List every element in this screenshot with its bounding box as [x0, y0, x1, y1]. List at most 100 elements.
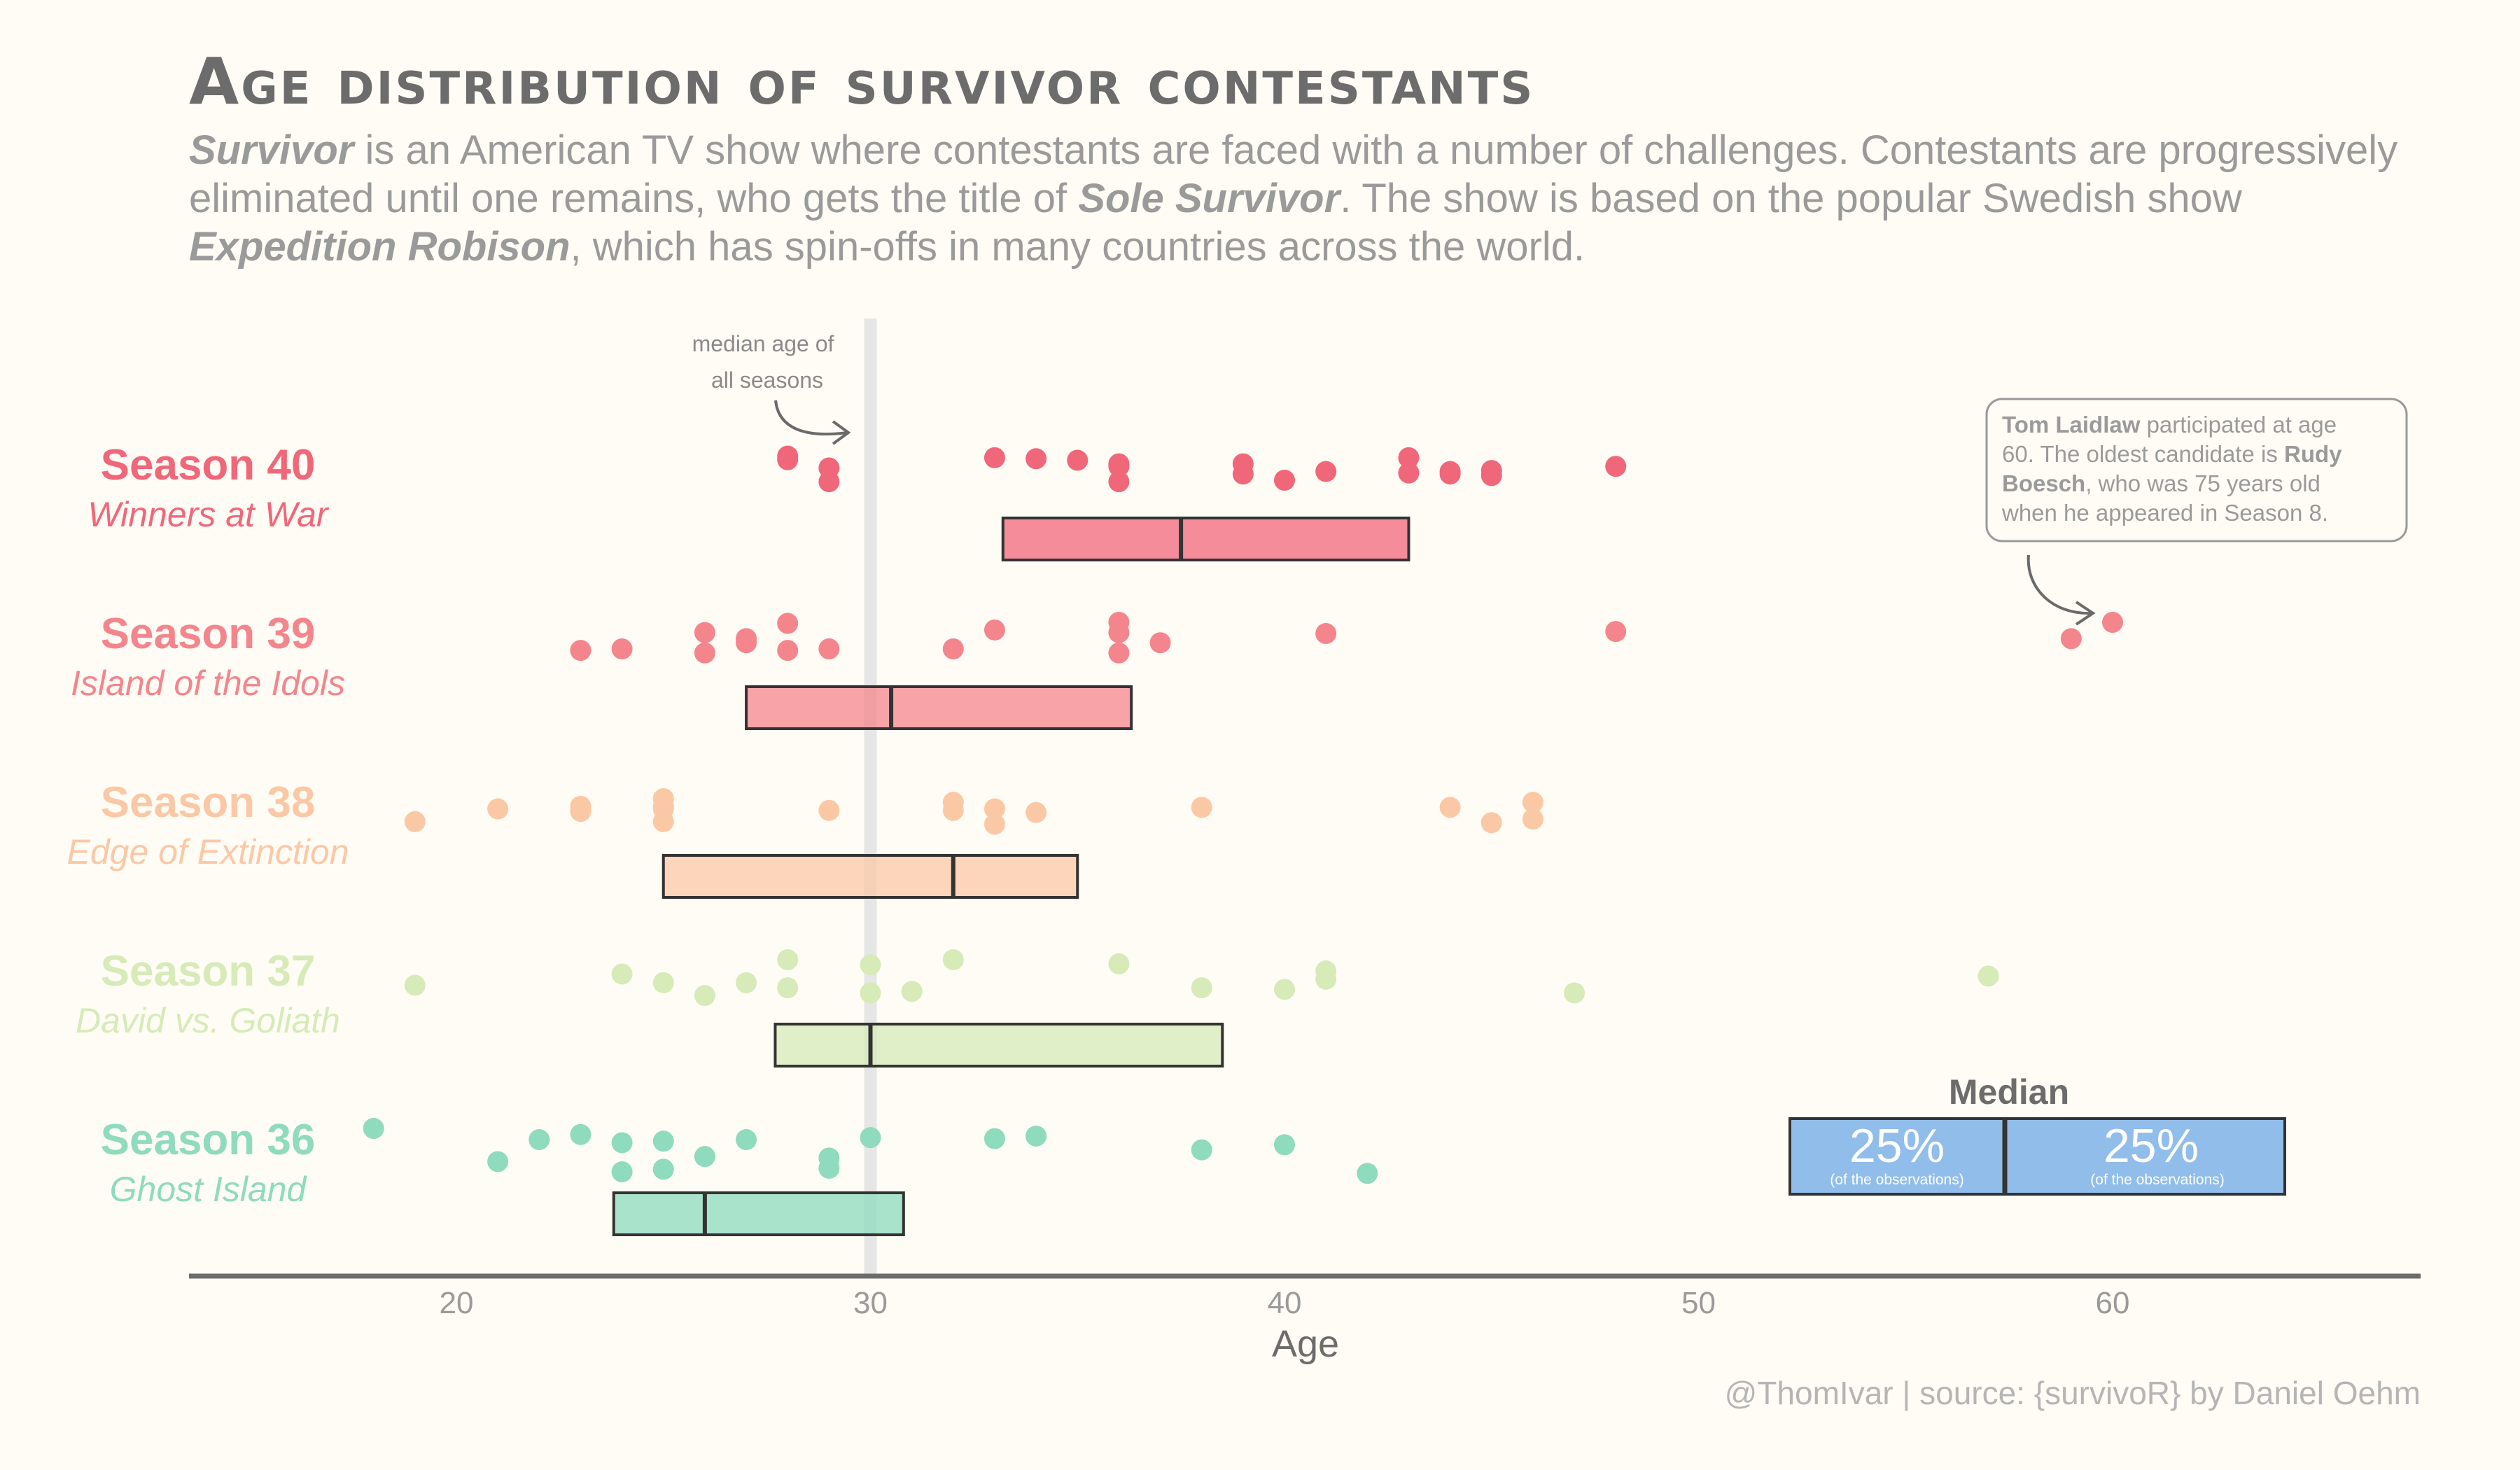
- data-point: [983, 798, 1005, 820]
- data-point: [1480, 465, 1502, 486]
- callout-line: when he appeared in Season 8.: [2001, 500, 2328, 526]
- data-point: [528, 1129, 550, 1151]
- callout-arrow: [2026, 554, 2092, 615]
- data-point: [1108, 622, 1130, 643]
- text-span: when he appeared in Season 8.: [2001, 500, 2328, 526]
- text-span: Tom Laidlaw: [2002, 412, 2141, 438]
- legend-right-subtext: (of the observations): [2090, 1172, 2224, 1188]
- data-point: [1026, 1125, 1047, 1147]
- median-legend: Median 25% 25% (of the observations) (of…: [1788, 1072, 2286, 1196]
- data-point: [1605, 456, 1627, 477]
- data-point: [1605, 621, 1627, 643]
- legend-right-percent: 25%: [2104, 1119, 2199, 1172]
- data-point: [611, 1161, 633, 1183]
- season-points: [404, 949, 1999, 1007]
- data-point: [942, 638, 964, 659]
- text-span: Rudy: [2284, 441, 2342, 467]
- data-point: [777, 977, 799, 999]
- legend-box: [1788, 1117, 2286, 1196]
- data-point: [1067, 449, 1088, 471]
- data-point: [818, 638, 840, 659]
- data-point: [1977, 965, 1999, 987]
- data-point: [652, 1158, 674, 1180]
- data-point: [1108, 953, 1130, 974]
- data-point: [736, 1129, 757, 1151]
- season-label: Season 38: [101, 778, 316, 827]
- callout-arrowhead: [2075, 601, 2096, 626]
- season-label: Season 39: [101, 610, 316, 658]
- data-point: [363, 1118, 384, 1139]
- data-point: [860, 1127, 881, 1149]
- data-point: [652, 1130, 674, 1152]
- season-box: [662, 854, 1079, 899]
- data-point: [404, 974, 426, 996]
- data-point: [818, 471, 840, 493]
- data-point: [1439, 463, 1461, 485]
- season-box: [612, 1191, 905, 1236]
- data-point: [1149, 632, 1171, 654]
- data-point: [1191, 977, 1212, 999]
- callout-line: 60. The oldest candidate is Rudy: [2002, 441, 2342, 467]
- data-point: [1480, 812, 1502, 834]
- data-point: [694, 985, 715, 1007]
- season-points: [404, 788, 1544, 835]
- data-point: [1108, 456, 1130, 477]
- data-point: [487, 798, 509, 820]
- data-point: [1026, 802, 1047, 823]
- x-axis-label: Age: [1272, 1323, 1339, 1365]
- callout-text: Tom Laidlaw participated at age 60. The o…: [2001, 412, 2342, 526]
- data-point: [404, 811, 426, 832]
- season-subtitle: Winners at War: [88, 495, 330, 534]
- callout-box-frame: [1985, 398, 2408, 542]
- data-point: [818, 1157, 840, 1179]
- median-annotation-arrowhead: [832, 420, 851, 445]
- data-point: [1232, 463, 1254, 485]
- median-annotation-arrow: [774, 400, 848, 436]
- legend-title: Median: [1949, 1072, 2069, 1112]
- season-box: [745, 685, 1133, 730]
- median-annotation-line-2: all seasons: [711, 368, 823, 393]
- text-span: eliminated until one remains, who gets t…: [189, 176, 1078, 221]
- data-point: [1398, 447, 1420, 468]
- x-tick-label: 20: [440, 1286, 474, 1320]
- data-point: [777, 949, 799, 970]
- season-label: Season 40: [101, 441, 316, 489]
- data-point: [1274, 979, 1295, 1000]
- callout-line: Tom Laidlaw participated at age: [2002, 412, 2337, 438]
- text-span: Survivor: [189, 127, 356, 173]
- data-point: [1357, 1163, 1378, 1184]
- data-point: [1191, 1139, 1212, 1161]
- data-point: [652, 811, 674, 832]
- season-label: Season 36: [101, 1116, 316, 1164]
- data-point: [1564, 982, 1586, 1004]
- x-axis: 20 30 40 50 60 Age: [189, 1273, 2421, 1365]
- season-points: [363, 1118, 1378, 1184]
- data-point: [983, 447, 1005, 468]
- legend-left-subtext: (of the observations): [1830, 1172, 1963, 1188]
- data-point: [777, 640, 799, 662]
- season-points: [777, 445, 1627, 493]
- chart-subtitle: Survivor is an American TV show where co…: [189, 127, 2398, 270]
- legend-left-percent: 25%: [1849, 1119, 1945, 1172]
- data-point: [1398, 462, 1420, 484]
- text-span: , who was 75 years old: [2085, 470, 2320, 496]
- subtitle-line-1: Survivor is an American TV show where co…: [189, 127, 2398, 173]
- data-point: [570, 640, 592, 662]
- season-points: [570, 612, 2123, 664]
- data-point: [736, 632, 757, 654]
- data-point: [611, 638, 633, 659]
- data-point: [1274, 1134, 1295, 1156]
- callout-box: Tom Laidlaw participated at age 60. The o…: [1985, 398, 2408, 626]
- season-subtitle: Island of the Idols: [71, 664, 345, 703]
- data-point: [611, 963, 633, 985]
- season-box: [1001, 517, 1410, 561]
- data-point: [1274, 469, 1295, 491]
- median-annotation-line-1: median age of: [692, 331, 834, 356]
- season-labels: Season 40 Winners at War Season 39 Island o…: [66, 441, 349, 1209]
- data-point: [942, 949, 964, 970]
- data-point: [736, 972, 757, 993]
- data-point: [2102, 612, 2123, 633]
- data-point: [777, 449, 799, 470]
- data-point: [2060, 628, 2082, 650]
